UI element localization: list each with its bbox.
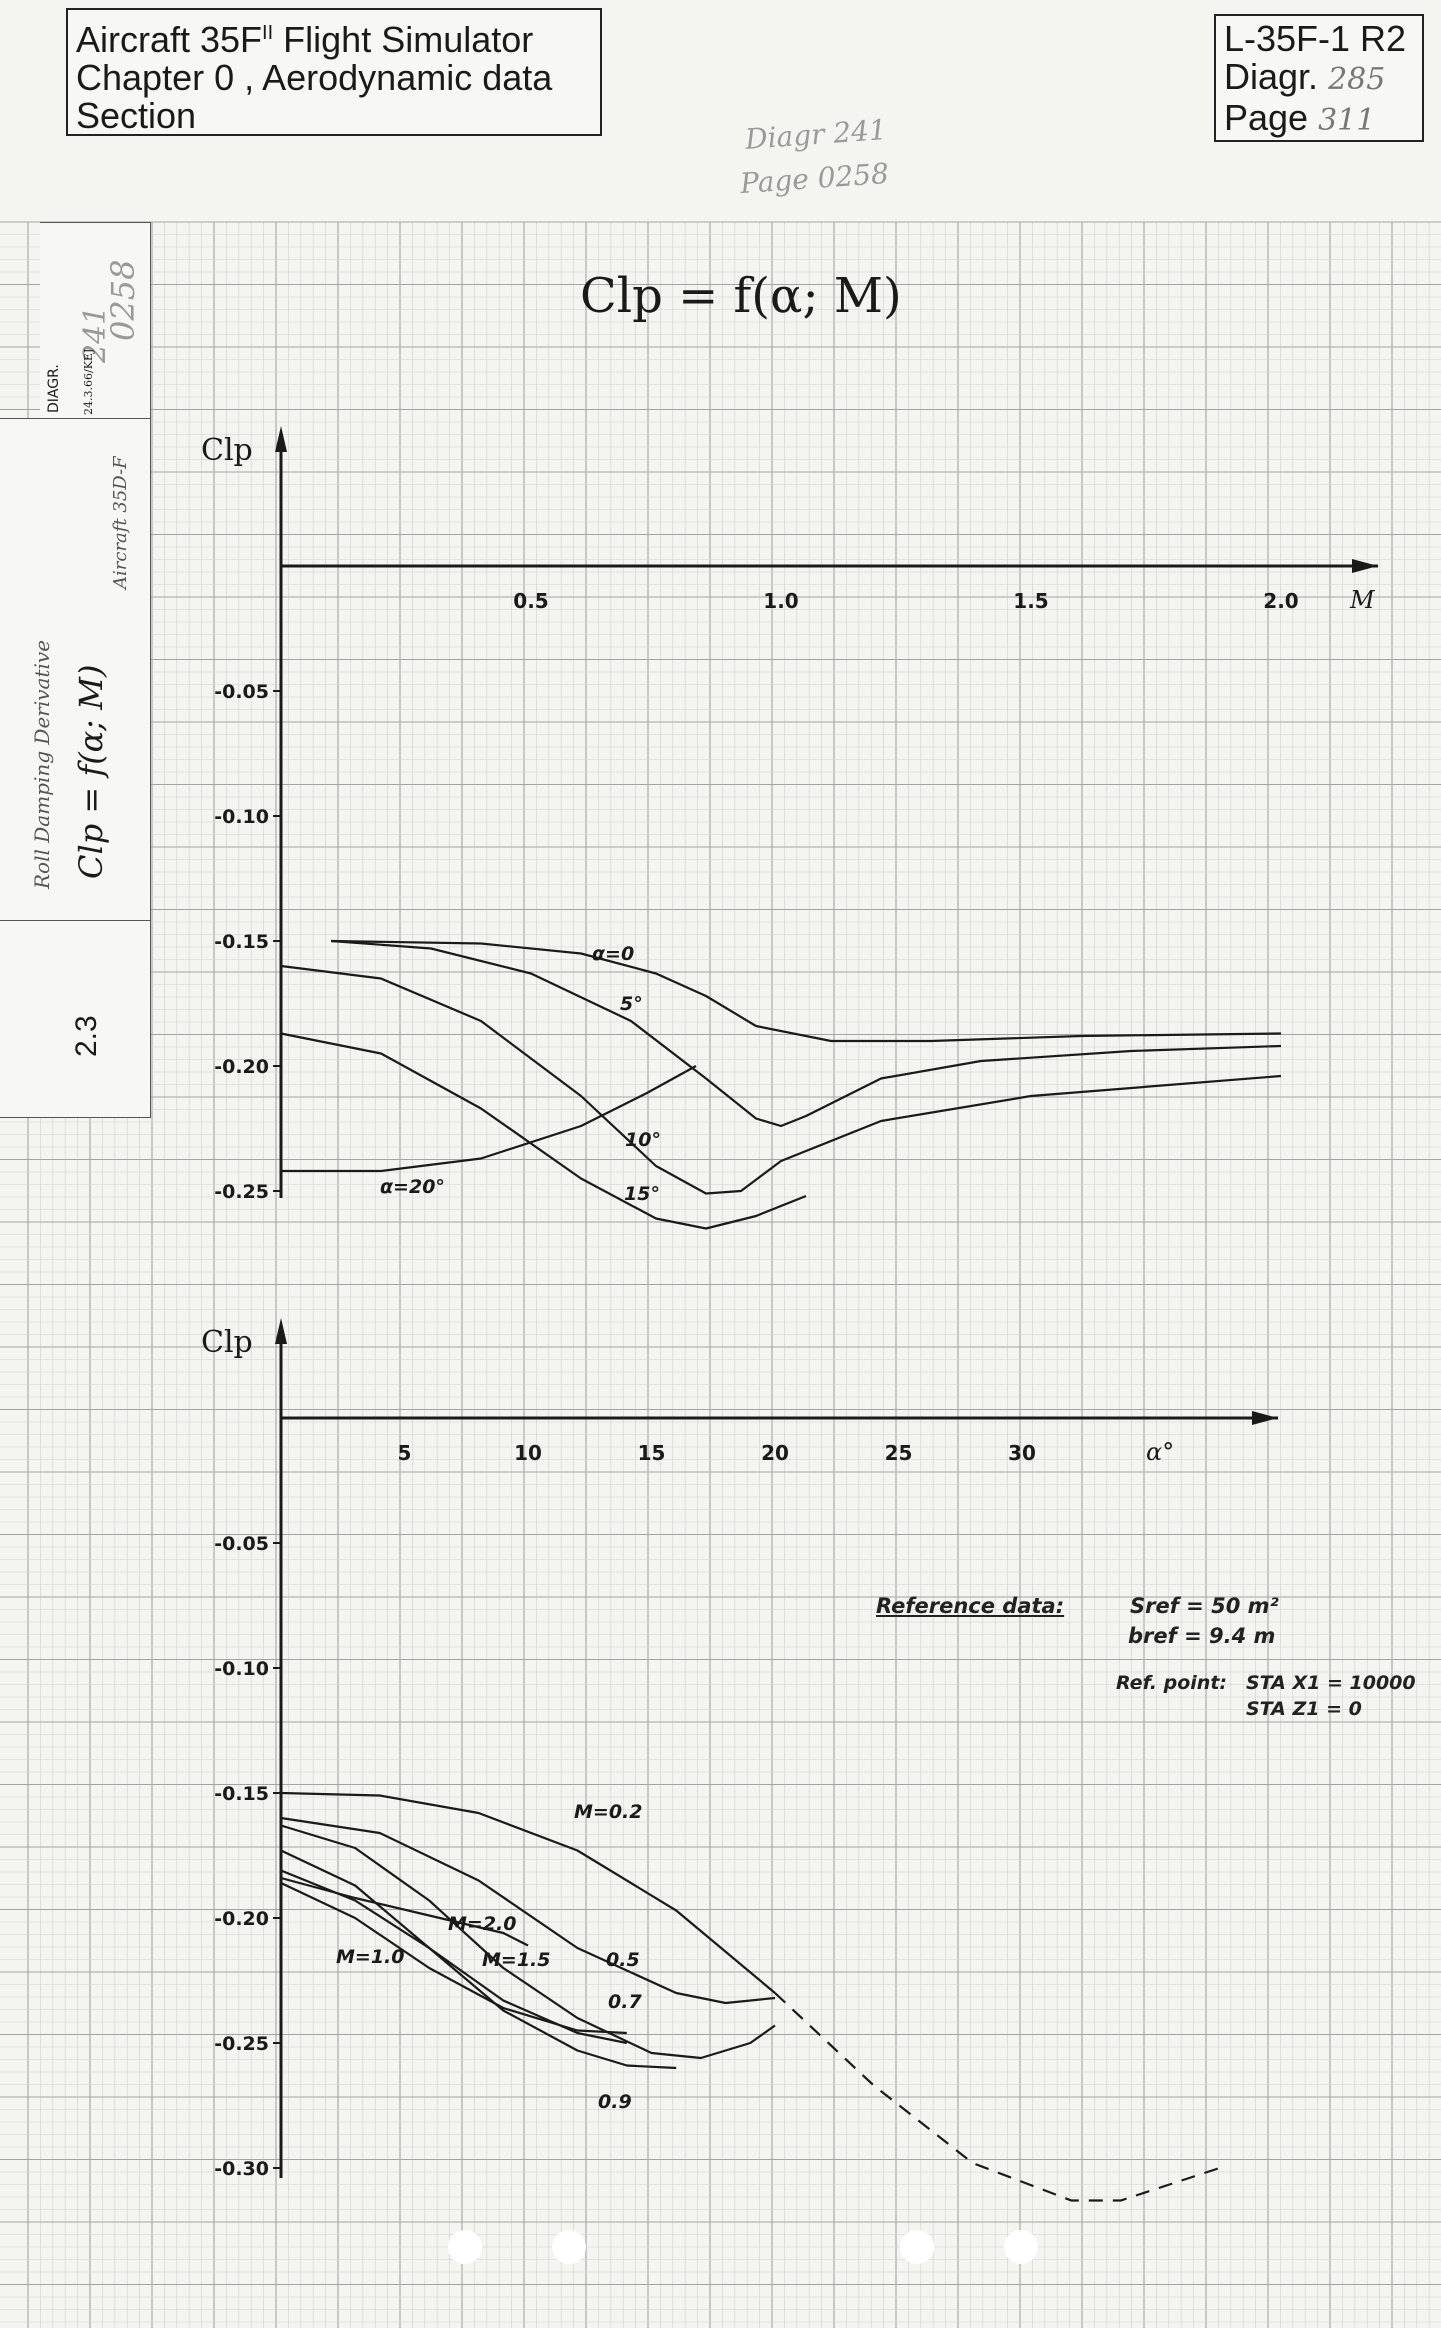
x-tick-label: 30 — [1008, 1441, 1036, 1465]
x-tick-label: 1.5 — [1013, 589, 1048, 613]
x-axis-label: α° — [1146, 1438, 1174, 1466]
series-line — [280, 964, 1282, 1195]
series-label: 5° — [620, 993, 643, 1015]
y-axis-label: Clp — [201, 433, 253, 468]
series-line — [281, 1065, 697, 1173]
series-label: α=0 — [592, 943, 634, 965]
y-tick-label: -0.25 — [214, 2033, 269, 2055]
series-line — [280, 1032, 807, 1230]
x-tick-label: 0.5 — [513, 589, 548, 613]
reference-label: Reference data: — [876, 1594, 1065, 1618]
y-axis-arrow — [275, 1318, 287, 1344]
series-line — [280, 1876, 529, 1947]
series-label: M=1.5 — [482, 1949, 551, 1971]
x-tick-label: 10 — [514, 1441, 542, 1465]
series-line — [280, 1882, 627, 2035]
y-tick-label: -0.15 — [214, 1783, 269, 1805]
y-tick-label: -0.20 — [214, 1908, 269, 1930]
sidebar-diagram-block: DIAGR. 241 24.3.66/KEJ 0258 — [40, 222, 151, 420]
x-tick-label: 15 — [638, 1441, 666, 1465]
series-label: 15° — [624, 1183, 660, 1205]
page-value: 311 — [1318, 103, 1376, 138]
diagr-line: Diagr. 285 — [1224, 56, 1386, 98]
series-label: 0.5 — [606, 1949, 640, 1971]
x-tick-label: 20 — [761, 1441, 789, 1465]
binder-hole — [552, 2230, 586, 2264]
binder-hole — [900, 2230, 934, 2264]
header-title-line3: Section — [76, 95, 197, 136]
y-tick-label: -0.05 — [214, 681, 269, 703]
header-title-line2: Chapter 0 , Aerodynamic data — [76, 57, 553, 98]
series-line-dashed — [774, 1992, 1220, 2202]
series-line — [280, 1816, 776, 2005]
reference-sref: Sref = 50 m² — [1130, 1594, 1279, 1618]
series-line — [330, 939, 1282, 1043]
y-tick-label: -0.20 — [214, 1056, 269, 1078]
y-axis-label: Clp — [201, 1325, 253, 1360]
reference-point-label: Ref. point: — [1116, 1672, 1228, 1694]
series-label: M=2.0 — [448, 1913, 517, 1935]
series-label: α=20° — [380, 1176, 445, 1198]
chart-title: Clp = f(α; M) — [580, 268, 902, 324]
x-axis-label: M — [1349, 586, 1376, 614]
chart-clp-vs-mach: 0.5 1.0 1.5 2.0 M -0.05 -0.10 -0.15 -0.20 -0.25 Cl… — [201, 426, 1378, 1230]
reference-sta-z: STA Z1 = 0 — [1246, 1698, 1362, 1720]
y-tick-label: -0.25 — [214, 1181, 269, 1203]
binder-hole — [1004, 2230, 1038, 2264]
y-tick-label: -0.10 — [214, 1658, 269, 1680]
diagr-value: 285 — [1328, 62, 1386, 97]
series-line — [280, 1849, 677, 2070]
sidebar-subject-block: Aircraft 35D-F Roll Damping Derivative C… — [0, 418, 151, 922]
binder-hole — [448, 2230, 482, 2264]
series-line — [330, 939, 1282, 1128]
y-tick-label: -0.05 — [214, 1533, 269, 1555]
series-label: 10° — [625, 1129, 661, 1151]
page-line: Page 311 — [1224, 97, 1376, 139]
header-title-box: Aircraft 35FII Flight Simulator Chapter … — [66, 8, 602, 136]
series-line — [280, 1791, 776, 1994]
y-axis-arrow — [275, 426, 287, 452]
series-line — [280, 1824, 776, 2060]
x-tick-label: 5 — [398, 1441, 412, 1465]
y-tick-label: -0.10 — [214, 806, 269, 828]
series-label: M=1.0 — [336, 1946, 405, 1968]
doc-id: L-35F-1 R2 — [1224, 18, 1407, 59]
x-tick-label: 1.0 — [763, 589, 798, 613]
sidebar-section-block: 2.3 — [0, 920, 151, 1118]
series-label: 0.7 — [608, 1991, 642, 2013]
doc-id-box: L-35F-1 R2 Diagr. 285 Page 311 — [1214, 14, 1424, 142]
series-label: 0.9 — [598, 2091, 632, 2113]
x-tick-label: 2.0 — [1263, 589, 1298, 613]
header-title-line1: Aircraft 35FII Flight Simulator — [76, 19, 534, 60]
chart-clp-vs-alpha: 5 10 15 20 25 30 α° -0.05 -0.10 -0.15 -0.20 -0.25 -0… — [201, 1318, 1278, 2202]
reference-bref: bref = 9.4 m — [1128, 1624, 1276, 1648]
x-axis-arrow — [1252, 1411, 1278, 1425]
y-tick-label: -0.30 — [214, 2158, 269, 2180]
x-axis-arrow — [1352, 559, 1378, 573]
reference-sta-x: STA X1 = 10000 — [1246, 1672, 1416, 1694]
y-tick-label: -0.15 — [214, 931, 269, 953]
series-label: M=0.2 — [574, 1801, 643, 1823]
x-tick-label: 25 — [885, 1441, 913, 1465]
